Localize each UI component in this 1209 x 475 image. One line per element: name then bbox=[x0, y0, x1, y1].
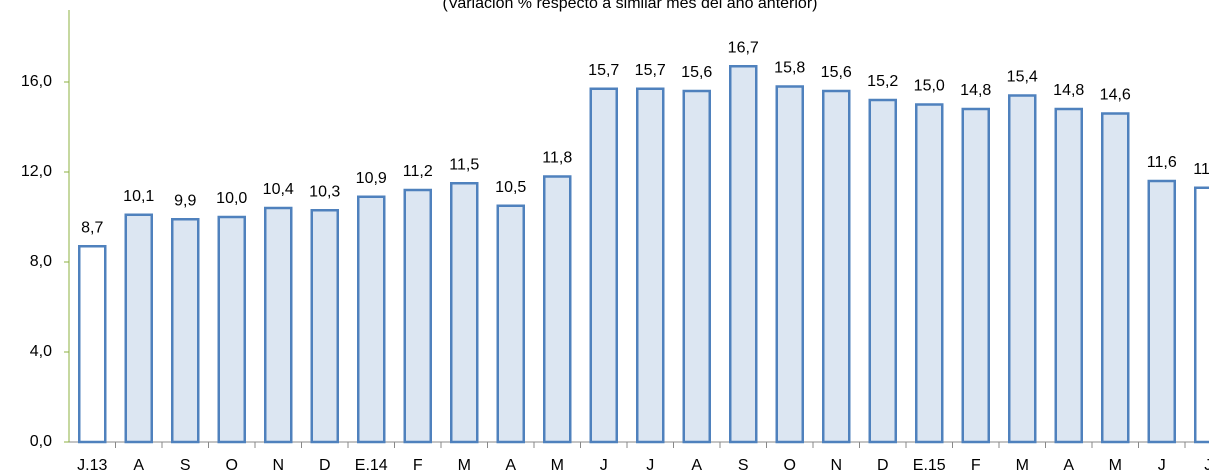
x-tick-label: A bbox=[1063, 457, 1074, 474]
bar bbox=[589, 87, 618, 444]
bar bbox=[264, 206, 293, 444]
value-label: 16,7 bbox=[728, 39, 759, 56]
bar bbox=[357, 195, 386, 444]
value-label: 15,7 bbox=[635, 62, 666, 79]
bar bbox=[822, 89, 851, 444]
x-tick-label: E.14 bbox=[355, 457, 388, 474]
bar bbox=[124, 213, 153, 444]
x-tick-label: M bbox=[551, 457, 564, 474]
y-tick-label: 12,0 bbox=[21, 163, 52, 180]
bar bbox=[961, 107, 990, 444]
value-label: 10,9 bbox=[356, 170, 387, 187]
bar bbox=[1008, 94, 1037, 444]
x-tick-label: M bbox=[458, 457, 471, 474]
bar bbox=[1194, 186, 1209, 444]
value-label: 14,8 bbox=[960, 82, 991, 99]
value-label: 15,7 bbox=[588, 62, 619, 79]
bar bbox=[682, 89, 711, 444]
bar bbox=[775, 85, 804, 444]
value-label: 15,6 bbox=[681, 64, 712, 81]
value-label: 10,4 bbox=[263, 181, 294, 198]
x-tick-label: D bbox=[319, 457, 331, 474]
y-tick-label: 0,0 bbox=[30, 433, 52, 450]
y-tick-label: 4,0 bbox=[30, 343, 52, 360]
bar bbox=[403, 188, 432, 444]
x-tick-label: J bbox=[646, 457, 654, 474]
x-tick-label: J.13 bbox=[77, 457, 107, 474]
value-label: 11,3 bbox=[1193, 161, 1209, 178]
bar bbox=[171, 218, 200, 444]
x-tick-label: N bbox=[272, 457, 284, 474]
x-tick-label: A bbox=[133, 457, 144, 474]
value-label: 15,6 bbox=[821, 64, 852, 81]
bar bbox=[636, 87, 665, 444]
value-label: 10,5 bbox=[495, 179, 526, 196]
x-tick-label: S bbox=[738, 457, 749, 474]
x-tick-label: A bbox=[505, 457, 516, 474]
bar bbox=[543, 175, 572, 444]
bar bbox=[915, 103, 944, 444]
x-tick-label: M bbox=[1109, 457, 1122, 474]
x-tick-label: N bbox=[830, 457, 842, 474]
x-tick-label: J bbox=[1204, 457, 1209, 474]
x-tick-label: F bbox=[971, 457, 981, 474]
bar bbox=[868, 98, 897, 444]
value-label: 10,1 bbox=[123, 188, 154, 205]
value-label: 15,0 bbox=[914, 78, 945, 95]
x-tick-label: A bbox=[691, 457, 702, 474]
value-label: 15,8 bbox=[774, 60, 805, 77]
bar bbox=[310, 209, 339, 444]
value-label: 11,8 bbox=[542, 150, 572, 167]
bar bbox=[496, 204, 525, 444]
bar bbox=[1147, 179, 1176, 444]
x-tick-label: J bbox=[600, 457, 608, 474]
x-tick-label: O bbox=[784, 457, 796, 474]
bar bbox=[1054, 107, 1083, 444]
value-label: 8,7 bbox=[81, 219, 103, 236]
x-tick-label: E.15 bbox=[913, 457, 946, 474]
x-tick-label: D bbox=[877, 457, 889, 474]
value-label: 11,6 bbox=[1147, 154, 1177, 171]
x-tick-label: J bbox=[1158, 457, 1166, 474]
value-label: 11,2 bbox=[403, 163, 433, 180]
bar bbox=[1101, 112, 1130, 444]
value-label: 15,2 bbox=[867, 73, 898, 90]
value-label: 11,5 bbox=[449, 156, 479, 173]
chart-subtitle: (Variación % respecto a similar mes del … bbox=[443, 0, 818, 12]
value-label: 14,6 bbox=[1100, 87, 1131, 104]
bar bbox=[78, 245, 107, 444]
bar bbox=[729, 65, 758, 444]
x-tick-label: M bbox=[1016, 457, 1029, 474]
value-label: 9,9 bbox=[174, 192, 196, 209]
x-tick-label: O bbox=[226, 457, 238, 474]
bar bbox=[217, 215, 246, 444]
y-tick-label: 16,0 bbox=[21, 73, 52, 90]
bar bbox=[450, 182, 479, 444]
value-label: 15,4 bbox=[1007, 69, 1038, 86]
x-tick-label: S bbox=[180, 457, 191, 474]
value-label: 10,3 bbox=[309, 183, 340, 200]
value-label: 10,0 bbox=[216, 190, 247, 207]
value-label: 14,8 bbox=[1053, 82, 1084, 99]
y-tick-label: 8,0 bbox=[30, 253, 52, 270]
x-tick-label: F bbox=[413, 457, 423, 474]
